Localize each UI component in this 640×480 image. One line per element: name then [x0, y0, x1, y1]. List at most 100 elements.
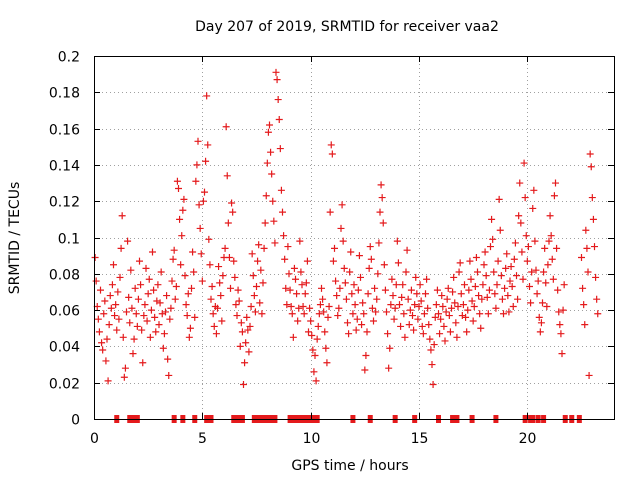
data-point	[313, 335, 321, 343]
data-point	[477, 324, 485, 332]
data-point	[372, 308, 380, 316]
data-point	[531, 237, 539, 245]
data-point	[401, 333, 409, 341]
data-point	[478, 295, 486, 303]
data-point	[334, 312, 342, 320]
data-point	[435, 310, 442, 318]
data-point	[322, 344, 330, 352]
data-point	[457, 290, 465, 298]
data-point	[204, 141, 212, 149]
data-point	[492, 304, 500, 312]
data-point	[392, 281, 400, 289]
data-point	[439, 302, 447, 310]
data-point	[159, 344, 167, 352]
data-point	[180, 195, 188, 203]
data-point	[297, 268, 305, 276]
data-point	[199, 197, 207, 205]
data-point	[300, 310, 308, 318]
data-point	[227, 284, 234, 292]
data-point	[476, 310, 484, 318]
data-point	[233, 312, 241, 320]
data-point	[545, 237, 553, 245]
data-point	[363, 328, 371, 336]
data-point	[581, 321, 589, 329]
data-point	[312, 377, 320, 385]
data-point	[534, 277, 542, 285]
data-point	[138, 326, 146, 334]
data-point	[260, 244, 268, 252]
data-point	[449, 288, 457, 296]
data-point	[550, 192, 558, 200]
data-point	[409, 312, 416, 320]
data-point	[320, 308, 328, 316]
data-point	[178, 232, 186, 240]
y-tick-label: 0.06	[49, 304, 80, 320]
data-point	[543, 302, 551, 310]
data-point	[345, 330, 353, 338]
data-point	[506, 277, 514, 285]
data-point	[593, 295, 601, 303]
data-point	[268, 170, 276, 178]
data-point	[469, 317, 477, 325]
data-point	[471, 283, 479, 291]
data-point	[102, 357, 110, 365]
data-point	[508, 283, 516, 291]
data-point	[520, 159, 528, 167]
data-point	[436, 330, 444, 338]
data-point	[549, 275, 557, 283]
data-point	[183, 312, 191, 320]
data-point	[110, 261, 117, 269]
data-point	[231, 273, 239, 281]
data-point	[325, 302, 333, 310]
data-point	[141, 301, 149, 309]
data-point	[412, 273, 420, 281]
data-point	[390, 315, 398, 323]
data-point	[394, 259, 402, 267]
data-point	[280, 232, 288, 240]
data-point	[293, 290, 301, 298]
data-point	[323, 359, 331, 367]
data-point	[547, 232, 555, 240]
data-point	[117, 244, 125, 252]
data-point	[191, 313, 199, 321]
data-point	[515, 212, 523, 220]
data-point	[289, 333, 297, 341]
data-point	[387, 301, 395, 309]
y-tick-label: 0.16	[49, 123, 80, 139]
data-point	[107, 304, 115, 312]
data-point	[310, 368, 318, 376]
data-point	[321, 328, 329, 336]
data-point	[192, 177, 200, 185]
y-tick-label: 0.2	[58, 50, 80, 66]
data-point	[254, 257, 262, 265]
data-point	[146, 333, 154, 341]
data-point	[454, 302, 462, 310]
data-point	[410, 326, 418, 334]
series-srmtid	[91, 68, 602, 423]
chart-title: Day 207 of 2019, SRMTID for receiver vaa…	[195, 19, 499, 35]
data-point	[399, 281, 407, 289]
data-point	[587, 163, 595, 171]
data-point	[546, 212, 554, 220]
data-point	[105, 321, 113, 329]
data-point	[541, 244, 549, 252]
data-point	[259, 279, 267, 287]
data-point	[350, 281, 358, 289]
data-point	[132, 310, 140, 318]
data-point	[417, 297, 425, 305]
data-point	[306, 304, 314, 312]
data-point	[276, 145, 284, 153]
data-point	[154, 281, 162, 289]
data-point	[205, 235, 213, 243]
data-point	[164, 355, 172, 363]
data-point	[504, 292, 512, 300]
data-point	[357, 273, 364, 281]
data-point	[589, 215, 597, 223]
data-point	[539, 299, 546, 307]
data-point	[487, 243, 494, 251]
data-point	[130, 335, 138, 343]
data-point	[203, 92, 211, 100]
data-point	[270, 217, 278, 225]
data-point	[498, 295, 506, 303]
data-point	[286, 286, 294, 294]
